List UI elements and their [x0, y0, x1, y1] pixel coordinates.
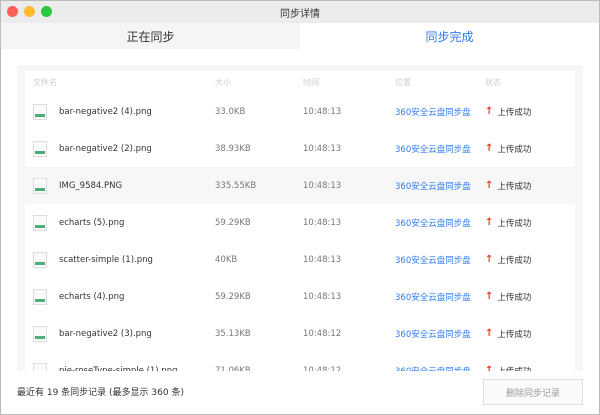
image-file-icon: [33, 362, 47, 371]
image-file-icon: [33, 103, 47, 120]
status-cell: ↑上传成功: [485, 254, 575, 266]
upload-arrow-icon: ↑: [485, 365, 494, 371]
table-row[interactable]: bar-negative2 (4).png 33.0KB 10:48:13 36…: [25, 93, 575, 130]
header-size: 大小: [215, 77, 231, 87]
status-text: 上传成功: [497, 107, 532, 118]
status-text: 上传成功: [497, 365, 531, 372]
file-name: IMG_9584.PNG: [59, 180, 123, 191]
file-name: bar-negative2 (3).png: [59, 328, 152, 339]
image-file-icon: [33, 251, 47, 268]
tab-sync-complete[interactable]: 同步完成: [300, 23, 599, 49]
file-name-cell: echarts (5).png: [25, 214, 215, 231]
location-link[interactable]: 360安全云盘同步盘: [395, 329, 471, 340]
image-file-icon: [33, 325, 47, 342]
status-cell: ↑上传成功: [485, 143, 575, 155]
table-row[interactable]: echarts (5).png 59.29KB 10:48:13 360安全云盘…: [25, 204, 575, 241]
file-name-cell: bar-negative2 (3).png: [25, 325, 215, 342]
window-title: 同步详情: [280, 8, 320, 20]
image-file-icon: [33, 214, 47, 231]
upload-arrow-icon: ↑: [485, 328, 494, 339]
file-name: echarts (4).png: [59, 291, 125, 302]
file-size: 35.13KB: [215, 328, 251, 339]
location-link[interactable]: 360安全云盘同步盘: [395, 144, 471, 155]
sync-time: 10:48:13: [303, 143, 342, 154]
record-summary: 最近有 19 条同步记录 (最多显示 360 条): [17, 388, 184, 398]
close-window-button[interactable]: [7, 6, 18, 17]
location-link[interactable]: 360安全云盘同步盘: [395, 107, 471, 118]
header-location: 位置: [395, 77, 411, 87]
upload-arrow-icon: ↑: [485, 254, 494, 265]
file-name-cell: bar-negative2 (2).png: [25, 140, 215, 157]
sync-time: 10:48:12: [303, 365, 342, 372]
upload-arrow-icon: ↑: [485, 291, 494, 302]
location-link[interactable]: 360安全云盘同步盘: [395, 181, 471, 192]
header-time: 时间: [303, 77, 319, 87]
tab-syncing[interactable]: 正在同步: [1, 23, 300, 49]
status-cell: ↑上传成功: [485, 328, 575, 340]
table-row[interactable]: IMG_9584.PNG 335.55KB 10:48:13 360安全云盘同步…: [25, 167, 575, 204]
location-link[interactable]: 360安全云盘同步盘: [395, 365, 485, 372]
table-row[interactable]: bar-negative2 (2).png 38.93KB 10:48:13 3…: [25, 130, 575, 167]
status-text: 上传成功: [497, 329, 532, 340]
file-name-cell: pie-roseType-simple (1).png: [25, 362, 215, 372]
title-bar: 同步详情: [1, 1, 599, 23]
sync-time: 10:48:13: [303, 180, 342, 191]
table-row[interactable]: scatter-simple (1).png 40KB 10:48:13 360…: [25, 241, 575, 278]
minimize-window-button[interactable]: [24, 6, 35, 17]
sync-time: 10:48:12: [303, 328, 342, 339]
file-name-cell: scatter-simple (1).png: [25, 251, 215, 268]
file-name-cell: IMG_9584.PNG: [25, 177, 215, 194]
file-name: bar-negative2 (2).png: [59, 143, 152, 154]
status-cell: ↑上传成功: [485, 291, 575, 303]
upload-arrow-icon: ↑: [485, 217, 494, 228]
status-text: 上传成功: [497, 181, 532, 192]
file-name: scatter-simple (1).png: [59, 254, 153, 265]
location-link[interactable]: 360安全云盘同步盘: [395, 218, 471, 229]
sync-time: 10:48:13: [303, 291, 342, 302]
image-file-icon: [33, 140, 47, 157]
file-size: 335.55KB: [215, 180, 257, 191]
status-text: 上传成功: [497, 255, 532, 266]
file-name: bar-negative2 (4).png: [59, 106, 152, 117]
tab-bar: 正在同步 同步完成: [1, 23, 599, 49]
file-size: 38.93KB: [215, 143, 251, 154]
delete-sync-records-button[interactable]: 删除同步记录: [483, 379, 583, 405]
file-name: echarts (5).png: [59, 217, 125, 228]
location-link[interactable]: 360安全云盘同步盘: [395, 255, 471, 266]
status-text: 上传成功: [497, 144, 532, 155]
sync-record-panel: 文件名 大小 时间 位置 状态 bar-negative2 (4).png 33…: [17, 65, 583, 371]
header-status: 状态: [485, 77, 501, 87]
upload-arrow-icon: ↑: [485, 106, 494, 117]
table-header: 文件名 大小 时间 位置 状态: [25, 71, 575, 93]
status-text: 上传成功: [497, 218, 532, 229]
table-row[interactable]: bar-negative2 (3).png 35.13KB 10:48:12 3…: [25, 315, 575, 352]
table-row[interactable]: echarts (4).png 59.29KB 10:48:13 360安全云盘…: [25, 278, 575, 315]
file-name-cell: bar-negative2 (4).png: [25, 103, 215, 120]
location-link[interactable]: 360安全云盘同步盘: [395, 292, 471, 303]
status-text: 上传成功: [497, 292, 532, 303]
sync-record-table: 文件名 大小 时间 位置 状态 bar-negative2 (4).png 33…: [25, 71, 575, 371]
file-size: 59.29KB: [215, 217, 251, 228]
file-name: pie-roseType-simple (1).png: [59, 365, 178, 372]
table-row[interactable]: pie-roseType-simple (1).png 71.06KB 10:4…: [25, 352, 575, 371]
file-size: 71.06KB: [215, 365, 251, 372]
zoom-window-button[interactable]: [41, 6, 52, 17]
sync-time: 10:48:13: [303, 254, 342, 265]
file-name-cell: echarts (4).png: [25, 288, 215, 305]
image-file-icon: [33, 177, 47, 194]
status-cell: ↑上传成功: [485, 106, 575, 118]
sync-time: 10:48:13: [303, 106, 342, 117]
upload-arrow-icon: ↑: [485, 180, 494, 191]
file-size: 40KB: [215, 254, 238, 265]
upload-arrow-icon: ↑: [485, 143, 494, 154]
sync-time: 10:48:13: [303, 217, 342, 228]
status-cell: ↑上传成功: [485, 180, 575, 192]
status-cell: ↑上传成功: [485, 365, 575, 372]
file-size: 33.0KB: [215, 106, 246, 117]
status-cell: ↑上传成功: [485, 217, 575, 229]
header-name: 文件名: [33, 77, 57, 87]
image-file-icon: [33, 288, 47, 305]
file-size: 59.29KB: [215, 291, 251, 302]
